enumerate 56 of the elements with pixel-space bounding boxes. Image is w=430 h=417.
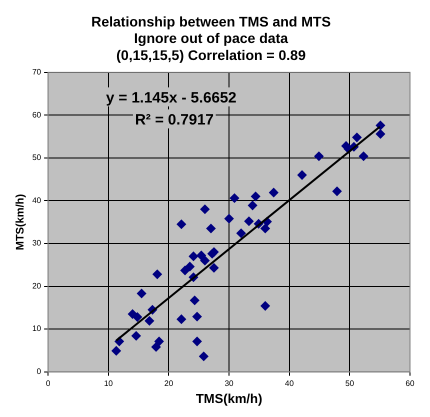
point (314, 152, 324, 161)
x-tick-label: 60 (406, 378, 415, 388)
point (248, 200, 258, 210)
point (332, 186, 342, 196)
y-tick-label: 50 (32, 153, 42, 162)
chart-title: Relationship between TMS and MTS Ignore out of pace data (0,15,15,5) Correlation = 0.89 (91, 13, 331, 63)
point (268, 188, 278, 198)
point (112, 346, 121, 356)
x-tick-label: 10 (104, 378, 114, 388)
point (144, 316, 154, 326)
point (236, 228, 246, 238)
point (190, 296, 200, 306)
point (152, 270, 162, 279)
point (131, 331, 141, 341)
point (206, 224, 216, 234)
x-tick-label: 20 (164, 378, 174, 388)
point (199, 352, 208, 362)
point (188, 252, 198, 262)
y-axis-title: MTS(km/h) (14, 194, 27, 250)
point (154, 336, 164, 346)
point (376, 120, 386, 130)
point (176, 220, 186, 229)
x-axis-title: TMS(km/h) (196, 390, 262, 406)
point (192, 312, 202, 322)
y-tick-label: 20 (32, 281, 42, 290)
point (196, 250, 206, 260)
x-tick-label: 40 (284, 378, 294, 388)
point (224, 214, 234, 224)
x-tick-label: 30 (224, 378, 234, 388)
y-tick-label: 30 (32, 238, 42, 248)
y-tick-label: 70 (32, 68, 42, 77)
x-tick-label: 50 (345, 378, 355, 388)
point (209, 263, 219, 273)
x-tick-label: 0 (46, 378, 51, 388)
point (250, 192, 260, 202)
y-tick-label: 10 (32, 324, 42, 334)
point (136, 288, 146, 298)
y-tick-label: 60 (32, 110, 42, 120)
y-tick-label: 0 (36, 367, 42, 376)
point (200, 256, 210, 266)
point (200, 204, 210, 214)
point (244, 216, 254, 226)
point (230, 193, 240, 203)
point (352, 132, 362, 142)
annotation: R² = 0.7917 (134, 111, 214, 128)
point (260, 301, 270, 311)
point (297, 170, 307, 180)
point (185, 262, 195, 272)
point (176, 314, 186, 324)
point (192, 336, 202, 346)
y-tick-label: 40 (32, 196, 42, 205)
point (132, 312, 142, 322)
point (358, 152, 368, 161)
point (376, 129, 386, 139)
point (260, 224, 270, 234)
annotation: y = 1.145x - 5.6652 (106, 89, 237, 106)
